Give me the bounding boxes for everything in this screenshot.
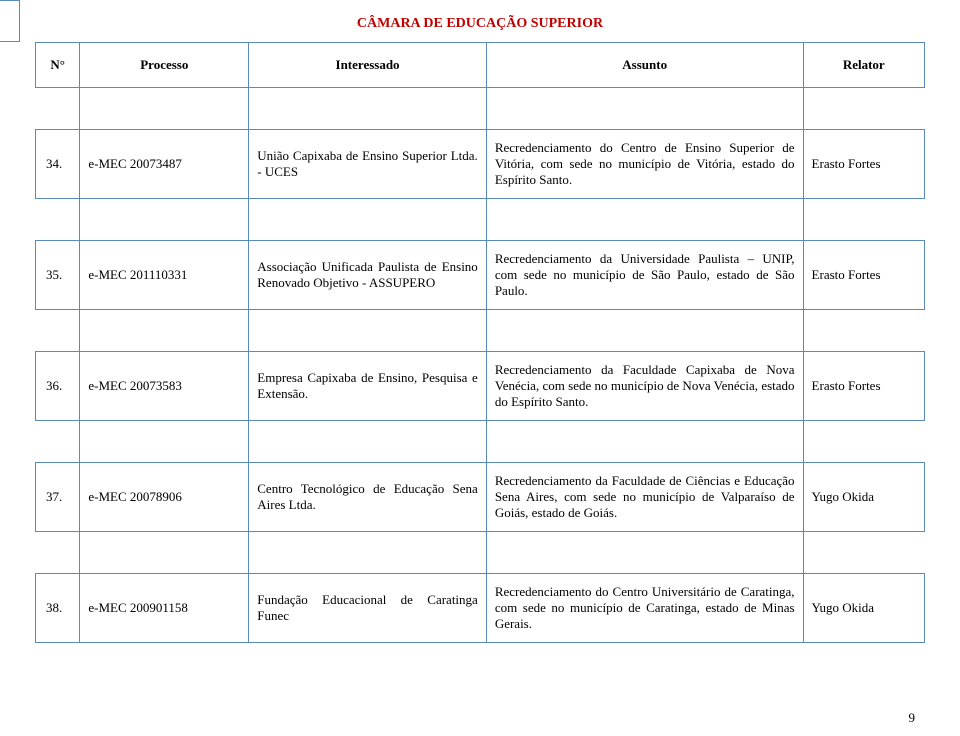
header-interessado: Interessado xyxy=(249,43,487,88)
cell-processo: e-MEC 20073583 xyxy=(80,352,249,421)
header-processo: Processo xyxy=(80,43,249,88)
cell-assunto: Recredenciamento da Universidade Paulist… xyxy=(486,241,803,310)
cell-relator: Yugo Okida xyxy=(803,463,924,532)
processes-table: N° Processo Interessado Assunto Relator … xyxy=(35,42,925,643)
header-n: N° xyxy=(36,43,80,88)
header-relator: Relator xyxy=(803,43,924,88)
cell-interessado: Fundação Educacional de Caratinga Funec xyxy=(249,574,487,643)
cell-interessado: Empresa Capixaba de Ensino, Pesquisa e E… xyxy=(249,352,487,421)
table-row: 38. e-MEC 200901158 Fundação Educacional… xyxy=(36,574,925,643)
table-row: 35. e-MEC 201110331 Associação Unificada… xyxy=(36,241,925,310)
table-row: 34. e-MEC 20073487 União Capixaba de Ens… xyxy=(36,130,925,199)
table-header-row: N° Processo Interessado Assunto Relator xyxy=(36,43,925,88)
cell-processo: e-MEC 201110331 xyxy=(80,241,249,310)
cell-relator: Erasto Fortes xyxy=(803,130,924,199)
cell-relator: Erasto Fortes xyxy=(803,352,924,421)
page-title: CÂMARA DE EDUCAÇÃO SUPERIOR xyxy=(35,16,925,32)
cell-assunto: Recredenciamento da Faculdade de Ciência… xyxy=(486,463,803,532)
page-number: 9 xyxy=(909,710,916,726)
cell-relator: Yugo Okida xyxy=(803,574,924,643)
cell-assunto: Recredenciamento da Faculdade Capixaba d… xyxy=(486,352,803,421)
cell-interessado: Associação Unificada Paulista de Ensino … xyxy=(249,241,487,310)
cell-interessado: União Capixaba de Ensino Superior Ltda. … xyxy=(249,130,487,199)
cell-processo: e-MEC 20073487 xyxy=(80,130,249,199)
cell-relator: Erasto Fortes xyxy=(803,241,924,310)
cell-n: 37. xyxy=(36,463,80,532)
cell-assunto: Recredenciamento do Centro de Ensino Sup… xyxy=(486,130,803,199)
cell-processo: e-MEC 20078906 xyxy=(80,463,249,532)
table-row: 37. e-MEC 20078906 Centro Tecnológico de… xyxy=(36,463,925,532)
cell-assunto: Recredenciamento do Centro Universitário… xyxy=(486,574,803,643)
cell-n: 36. xyxy=(36,352,80,421)
cell-n: 38. xyxy=(36,574,80,643)
left-border-fragment xyxy=(0,0,20,42)
cell-n: 35. xyxy=(36,241,80,310)
cell-interessado: Centro Tecnológico de Educação Sena Aire… xyxy=(249,463,487,532)
table-row: 36. e-MEC 20073583 Empresa Capixaba de E… xyxy=(36,352,925,421)
cell-processo: e-MEC 200901158 xyxy=(80,574,249,643)
header-assunto: Assunto xyxy=(486,43,803,88)
cell-n: 34. xyxy=(36,130,80,199)
